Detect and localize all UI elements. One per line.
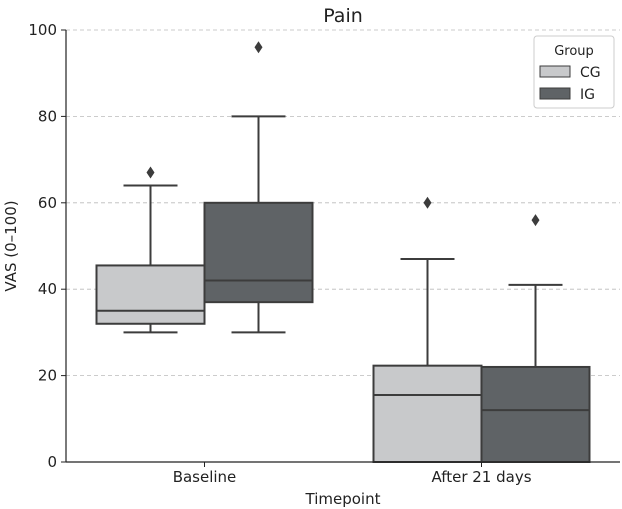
legend-swatch-cg xyxy=(539,65,571,78)
y-tick-label: 0 xyxy=(47,453,57,471)
outlier-point xyxy=(531,214,540,227)
chart-title: Pain xyxy=(323,5,363,27)
x-axis-label: Timepoint xyxy=(305,490,381,508)
legend-swatch-ig xyxy=(539,87,571,100)
x-tick-label: After 21 days xyxy=(431,468,531,486)
box-ig xyxy=(480,365,591,463)
legend: Group CG IG xyxy=(533,35,615,109)
x-tick-label: Baseline xyxy=(173,468,237,486)
legend-label-ig: IG xyxy=(580,87,595,103)
outlier-point xyxy=(423,196,432,209)
outlier-point xyxy=(146,166,155,179)
y-tick-label: 100 xyxy=(28,21,57,39)
legend-label-cg: CG xyxy=(580,65,601,81)
y-axis-label: VAS (0–100) xyxy=(2,200,20,291)
y-tick-label: 60 xyxy=(38,194,57,212)
box-ig xyxy=(203,201,314,304)
y-tick-label: 20 xyxy=(38,367,57,385)
y-tick-label: 80 xyxy=(38,107,57,125)
outlier-point xyxy=(254,41,263,54)
y-tick-label: 40 xyxy=(38,280,57,298)
box-cg xyxy=(95,264,206,325)
box-cg xyxy=(372,364,483,463)
legend-title: Group xyxy=(554,44,594,59)
